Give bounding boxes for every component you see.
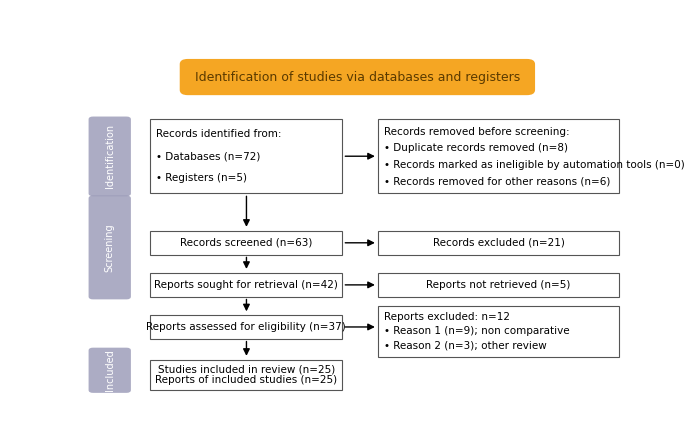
Text: • Duplicate records removed (n=8): • Duplicate records removed (n=8)	[384, 143, 568, 153]
Text: • Reason 1 (n=9); non comparative: • Reason 1 (n=9); non comparative	[384, 326, 570, 336]
Bar	[378, 306, 619, 357]
Bar	[150, 119, 342, 194]
Text: Reports assessed for eligibility (n=37): Reports assessed for eligibility (n=37)	[146, 322, 346, 332]
Bar	[150, 360, 342, 390]
Text: Records removed before screening:: Records removed before screening:	[384, 127, 570, 137]
Bar	[150, 315, 342, 339]
Text: Reports of included studies (n=25): Reports of included studies (n=25)	[155, 375, 337, 385]
Text: • Records marked as ineligible by automation tools (n=0): • Records marked as ineligible by automa…	[384, 159, 685, 170]
Text: • Databases (n=72): • Databases (n=72)	[156, 151, 261, 161]
Bar	[378, 119, 619, 194]
Bar	[378, 231, 619, 254]
Text: Reports not retrieved (n=5): Reports not retrieved (n=5)	[426, 280, 570, 290]
Text: • Records removed for other reasons (n=6): • Records removed for other reasons (n=6…	[384, 176, 610, 186]
FancyBboxPatch shape	[89, 348, 131, 393]
Text: Records screened (n=63): Records screened (n=63)	[180, 238, 312, 248]
Text: Reports sought for retrieval (n=42): Reports sought for retrieval (n=42)	[154, 280, 338, 290]
Bar	[150, 231, 342, 254]
Text: Screening: Screening	[105, 223, 115, 272]
Text: Reports excluded: n=12: Reports excluded: n=12	[384, 312, 510, 322]
Text: Records identified from:: Records identified from:	[156, 129, 282, 139]
Text: Studies included in review (n=25): Studies included in review (n=25)	[158, 364, 335, 375]
Bar	[150, 273, 342, 297]
Text: Identification of studies via databases and registers: Identification of studies via databases …	[195, 70, 520, 83]
FancyBboxPatch shape	[89, 116, 131, 196]
FancyBboxPatch shape	[180, 59, 535, 95]
Text: • Reason 2 (n=3); other review: • Reason 2 (n=3); other review	[384, 340, 547, 350]
Text: Records excluded (n=21): Records excluded (n=21)	[433, 238, 564, 248]
Text: Included: Included	[105, 349, 115, 391]
Text: Identification: Identification	[105, 125, 115, 189]
Bar	[378, 273, 619, 297]
Text: • Registers (n=5): • Registers (n=5)	[156, 173, 247, 183]
FancyBboxPatch shape	[89, 195, 131, 299]
